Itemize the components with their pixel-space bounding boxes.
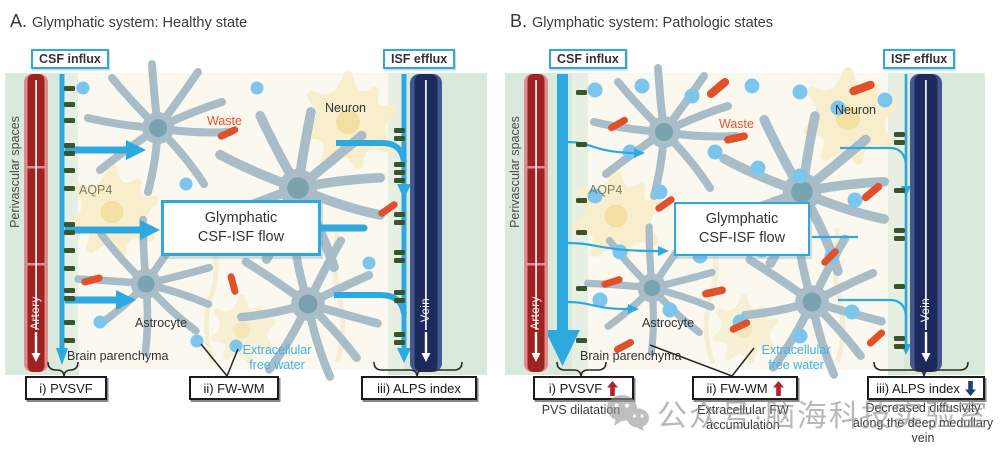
metric-fw-wm: ii) FW-WM <box>692 376 798 400</box>
artery-label: Artery <box>30 296 42 330</box>
artery-vessel <box>524 74 548 372</box>
panel-title-text: Glymphatic system: Healthy state <box>32 15 248 31</box>
neuron-label: Neuron <box>325 101 366 115</box>
metric-fw-wm-label: ii) FW-WM <box>203 380 265 396</box>
panel-pathologic-states: B. Glymphatic system: Pathologic states C… <box>500 0 1000 455</box>
brain-parenchyma-label: Brain parenchyma <box>67 349 169 363</box>
astrocyte-label: Astrocyte <box>642 316 695 330</box>
sublabel-decreased-diffusivity: Decreased diffusivity along the deep med… <box>852 401 994 445</box>
glymphatic-flow-box: Glymphatic CSF-ISF flow <box>161 200 321 256</box>
aqp4-channels-left <box>576 90 587 343</box>
extracellular-free-water-label: Extracellular free water <box>761 343 831 372</box>
panel-b-illustration <box>505 0 985 455</box>
free-water-dots <box>76 81 376 353</box>
aqp4-label: AQP4 <box>79 183 113 197</box>
csf-influx-label: CSF influx <box>31 49 109 69</box>
vein-label: Vein <box>920 297 932 323</box>
waste-label: Waste <box>207 114 242 128</box>
panel-healthy-state: A. Glymphatic system: Healthy state CSF i… <box>5 0 487 455</box>
glymphatic-flow-line1: Glymphatic <box>204 210 278 226</box>
isf-efflux-label: ISF efflux <box>883 49 956 69</box>
vein-vessel <box>410 74 442 372</box>
glymphatic-flow-line2: CSF-ISF flow <box>698 229 786 246</box>
glymphatic-flow-line2: CSF-ISF flow <box>197 228 285 245</box>
metric-alps-index-label: iii) ALPS index <box>377 380 461 396</box>
panel-letter: A. <box>10 11 28 31</box>
aqp4-label: AQP4 <box>589 183 623 197</box>
increase-arrow-icon <box>772 380 784 396</box>
panel-a-illustration <box>5 0 487 455</box>
metric-pvsvf: i) PVSVF <box>25 376 107 400</box>
csf-isf-flow-arrows <box>545 74 911 366</box>
glymphatic-flow-box: Glymphatic CSF-ISF flow <box>674 202 810 256</box>
perivascular-spaces-label: Perivascular spaces <box>508 116 522 228</box>
panel-title-text: Glymphatic system: Pathologic states <box>532 15 773 31</box>
artery-vessel <box>24 74 48 372</box>
metric-fw-wm: ii) FW-WM <box>189 376 279 400</box>
panel-letter: B. <box>510 11 528 31</box>
waste-label: Waste <box>719 117 754 131</box>
glymphatic-flow-line1: Glymphatic <box>705 211 779 227</box>
aqp4-channels-right <box>394 128 405 345</box>
metric-alps-index: iii) ALPS index <box>361 376 477 400</box>
panel-title: A. Glymphatic system: Healthy state <box>10 11 247 32</box>
astrocyte-label: Astrocyte <box>135 316 188 330</box>
aqp4-channels-left <box>64 86 75 343</box>
metric-pvsvf-label: i) PVSVF <box>39 380 93 396</box>
sublabel-pvs-dilatation: PVS dilatation <box>541 403 621 417</box>
waste-particles <box>81 126 398 295</box>
metric-alps-index: iii) ALPS index <box>867 376 985 400</box>
vein-vessel <box>910 74 942 372</box>
metric-pvsvf: i) PVSVF <box>533 376 634 400</box>
metric-pvsvf-label: i) PVSVF <box>548 380 603 396</box>
waste-particles <box>601 78 886 354</box>
metric-alps-index-label: iii) ALPS index <box>876 380 960 396</box>
vein-label: Vein <box>420 297 432 323</box>
metric-fw-wm-label: ii) FW-WM <box>706 380 768 396</box>
isf-efflux-label: ISF efflux <box>383 49 456 69</box>
sublabel-fw-accumulation: Extracellular FW accumulation <box>697 403 789 432</box>
perivascular-spaces-label: Perivascular spaces <box>8 116 22 228</box>
extracellular-free-water-label: Extracellular free water <box>242 343 312 372</box>
aqp4-channels-right <box>894 132 905 349</box>
panel-title: B. Glymphatic system: Pathologic states <box>510 11 773 32</box>
increase-arrow-icon <box>607 380 619 396</box>
brain-parenchyma-label: Brain parenchyma <box>580 349 682 363</box>
artery-label: Artery <box>530 296 542 330</box>
neuron-label: Neuron <box>835 103 876 117</box>
decrease-arrow-icon <box>964 380 976 396</box>
csf-influx-label: CSF influx <box>549 49 627 69</box>
